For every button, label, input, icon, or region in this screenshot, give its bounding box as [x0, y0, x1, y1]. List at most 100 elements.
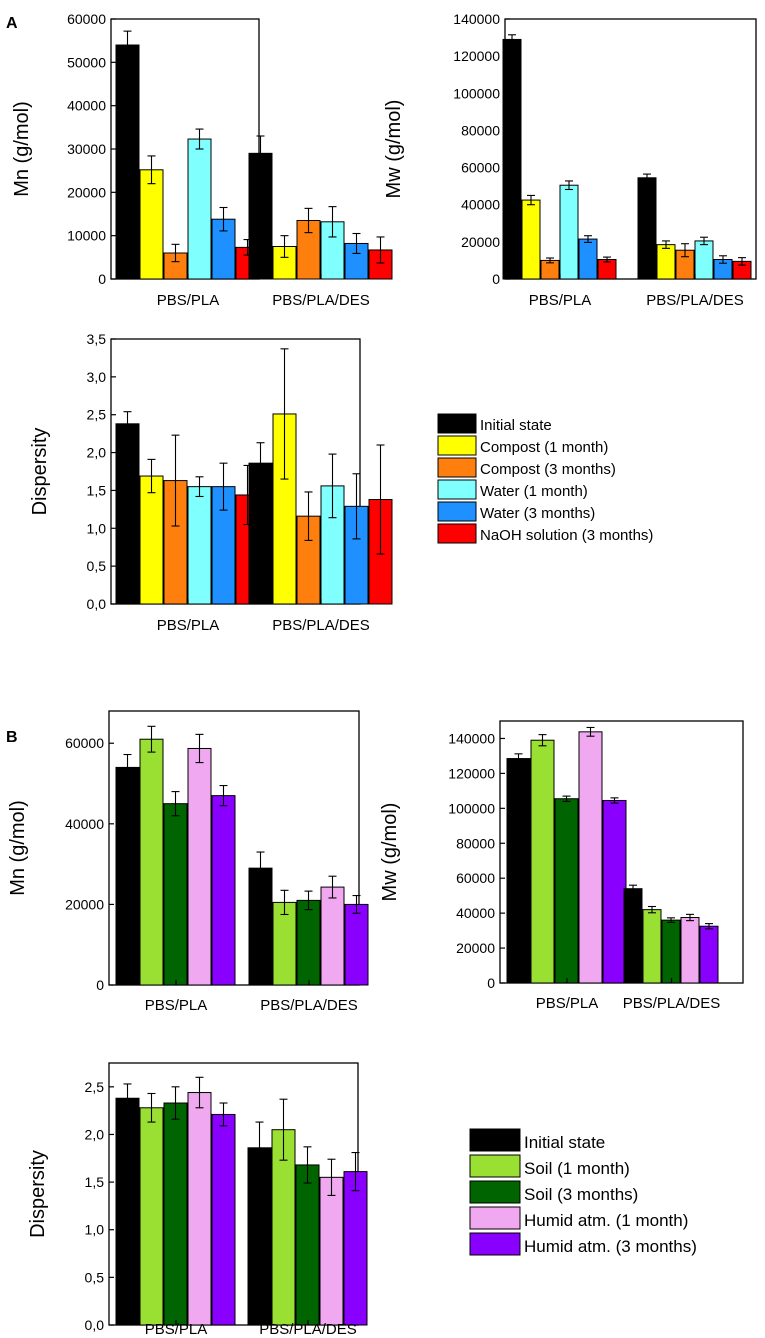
legend-swatch-initial-state: [437, 413, 477, 434]
legend-label-humid-atm-1-month: Humid atm. (1 month): [524, 1211, 688, 1230]
legend-label-compost-1-month: Compost (1 month): [480, 439, 608, 456]
bar-compost-1-month-pbs-pla: [521, 199, 541, 280]
category-label: PBS/PLA/DES: [272, 617, 370, 634]
y-tick-label: 40000: [456, 905, 495, 921]
y-tick-label: 2,0: [87, 445, 107, 461]
bar-soil-3-months-pbs-pla: [163, 803, 188, 986]
y-tick-label: 0: [96, 977, 104, 993]
bar-humid-atm-1-month-pbs-pla-des: [319, 1176, 344, 1326]
legend-label-initial-state: Initial state: [524, 1133, 605, 1152]
category-label: PBS/PLA: [145, 997, 208, 1014]
legend-swatch-humid-atm-3-months: [469, 1232, 521, 1256]
legend-label-humid-atm-3-months: Humid atm. (3 months): [524, 1237, 697, 1256]
legend-box: [435, 410, 753, 550]
y-tick-label: 1,0: [85, 1222, 105, 1238]
chart-b-dispersity: 0,0 0,5 1,0 1,5 2,0 2,5 Dispersity PBS/PLA PBS/P…: [27, 1062, 368, 1338]
bar-compost-1-month-pbs-pla: [139, 169, 164, 280]
legend-label-initial-state: Initial state: [480, 417, 552, 434]
chart-a-mn: 0 10000 20000 30000 40000 50000 60000 Mn (g/mol…: [11, 11, 393, 309]
y-tick-label: 2,0: [85, 1126, 105, 1142]
category-label: PBS/PLA: [536, 995, 599, 1012]
bar-initial-state-pbs-pla-des: [623, 888, 643, 984]
category-label: PBS/PLA/DES: [259, 1321, 357, 1338]
category-label: PBS/PLA/DES: [260, 997, 358, 1014]
y-axis-title: Dispersity: [29, 428, 51, 516]
legend-swatch-water-1-month: [437, 479, 477, 500]
y-tick-label: 1,0: [87, 520, 107, 536]
bar-soil-1-month-pbs-pla: [139, 1107, 164, 1326]
bar-initial-state-pbs-pla: [115, 423, 140, 605]
bar-initial-state-pbs-pla: [115, 1097, 140, 1326]
y-tick-label: 2,5: [87, 407, 107, 423]
y-tick-label: 40000: [65, 816, 104, 832]
y-tick-label: 20000: [461, 234, 500, 250]
bar-soil-3-months-pbs-pla: [163, 1102, 188, 1326]
bar-initial-state-pbs-pla: [502, 38, 522, 280]
y-tick-label: 0,5: [85, 1269, 105, 1285]
chart-b-mn: 0 20000 40000 60000 Mn (g/mol) PBS/PLA PBS/PLA…: [7, 710, 369, 1014]
bar-soil-3-months-pbs-pla-des: [661, 919, 681, 984]
bar-soil-1-month-pbs-pla: [530, 739, 555, 984]
bar-humid-atm-3-months-pbs-pla-des: [344, 903, 369, 986]
y-tick-label: 3,5: [87, 331, 107, 347]
bar-water-1-month-pbs-pla: [187, 486, 212, 605]
bar-water-3-months-pbs-pla: [578, 238, 598, 280]
y-tick-label: 40000: [461, 197, 500, 213]
legend-label-water-1-month: Water (1 month): [480, 483, 588, 500]
bar-soil-3-months-pbs-pla-des: [295, 1164, 320, 1326]
panel-label-a: A: [6, 15, 18, 32]
legend-swatch-naoh-solution-3-months: [437, 523, 477, 544]
bar-initial-state-pbs-pla-des: [637, 177, 657, 280]
legend-swatch-compost-3-months: [437, 457, 477, 478]
y-tick-label: 0: [98, 271, 106, 287]
y-tick-label: 60000: [461, 160, 500, 176]
y-axis-title: Mn (g/mol): [11, 101, 33, 197]
y-tick-label: 20000: [456, 940, 495, 956]
y-tick-label: 2,5: [85, 1079, 105, 1095]
y-tick-label: 80000: [456, 835, 495, 851]
bar-soil-3-months-pbs-pla: [554, 798, 579, 984]
bar-water-1-month-pbs-pla-des: [694, 240, 714, 280]
category-label: PBS/PLA/DES: [272, 292, 370, 309]
bar-soil-3-months-pbs-pla-des: [296, 899, 321, 986]
chart-b-mw: 0 20000 40000 60000 80000 100000 120000 140000 M…: [379, 720, 744, 1012]
bar-initial-state-pbs-pla: [115, 44, 140, 280]
category-label: PBS/PLA/DES: [623, 995, 721, 1012]
y-tick-label: 80000: [461, 122, 500, 138]
plot-frame: [504, 18, 757, 280]
legend-swatch-compost-1-month: [437, 435, 477, 456]
y-tick-label: 60000: [67, 11, 106, 27]
legend-swatch-humid-atm-1-month: [469, 1206, 521, 1230]
legend-a: Initial state Compost (1 month) Compost (3…: [435, 410, 753, 550]
chart-a-mw: 0 20000 40000 60000 80000 100000 120000 140000 M…: [383, 11, 757, 309]
category-label: PBS/PLA/DES: [646, 292, 744, 309]
bar-humid-atm-1-month-pbs-pla: [578, 731, 603, 984]
y-tick-label: 0,0: [87, 596, 107, 612]
legend-swatch-soil-1-month: [469, 1154, 521, 1178]
category-label: PBS/PLA: [529, 292, 592, 309]
y-axis-title: Dispersity: [27, 1150, 49, 1238]
bar-humid-atm-3-months-pbs-pla: [211, 795, 236, 986]
y-tick-label: 60000: [456, 870, 495, 886]
bar-soil-1-month-pbs-pla-des: [642, 909, 662, 984]
y-tick-label: 40000: [67, 98, 106, 114]
y-tick-label: 3,0: [87, 369, 107, 385]
y-tick-label: 50000: [67, 54, 106, 70]
legend-label-compost-3-months: Compost (3 months): [480, 461, 616, 478]
bar-initial-state-pbs-pla: [506, 758, 531, 984]
y-tick-label: 0,5: [87, 558, 107, 574]
bar-compost-1-month-pbs-pla: [139, 475, 164, 605]
bar-initial-state-pbs-pla-des: [247, 1147, 272, 1326]
y-tick-label: 0,0: [85, 1317, 105, 1333]
y-tick-label: 20000: [65, 896, 104, 912]
y-tick-label: 30000: [67, 141, 106, 157]
y-axis-title: Mw (g/mol): [383, 100, 405, 199]
y-tick-label: 100000: [453, 85, 500, 101]
y-tick-label: 0: [492, 271, 500, 287]
bar-initial-state-pbs-pla-des: [248, 867, 273, 986]
y-tick-label: 1,5: [85, 1174, 105, 1190]
legend-b: Initial state Soil (1 month) Soil (3 month…: [467, 1125, 765, 1263]
legend-label-water-3-months: Water (3 months): [480, 505, 595, 522]
category-label: PBS/PLA: [157, 292, 220, 309]
legend-label-soil-3-months: Soil (3 months): [524, 1185, 638, 1204]
